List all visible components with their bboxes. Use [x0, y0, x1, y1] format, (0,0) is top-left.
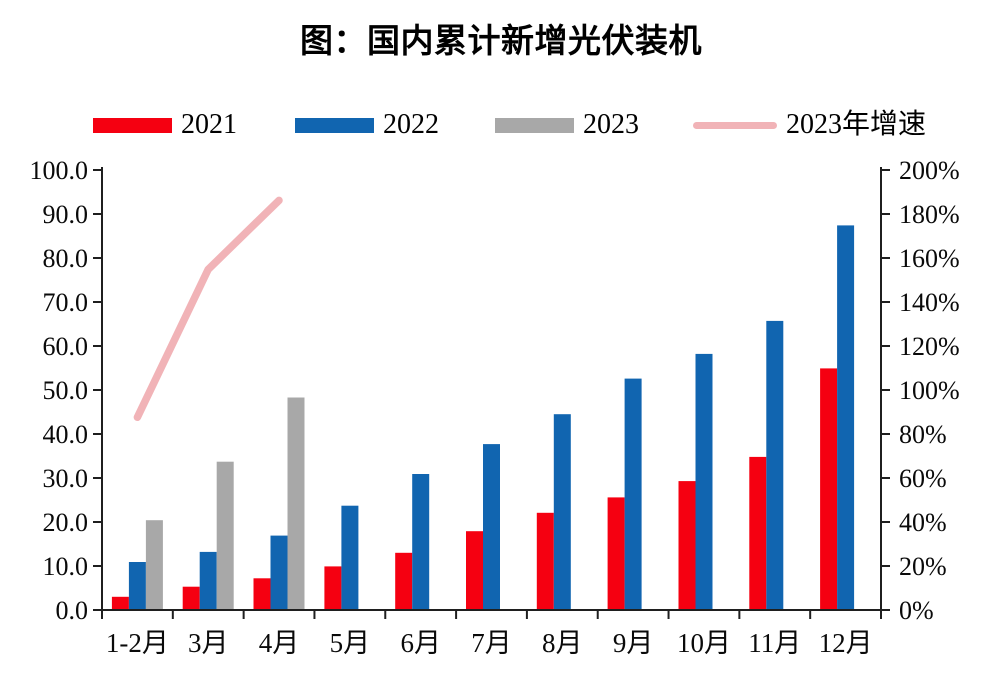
x-tick-label: 12月 — [819, 628, 873, 658]
y-right-tick-label: 160% — [899, 244, 960, 273]
bar-2023-4月 — [287, 397, 305, 610]
legend-label-2021: 2021 — [181, 109, 237, 140]
bar-2021-8月 — [536, 512, 554, 610]
bar-2023-3月 — [216, 461, 234, 610]
bar-2021-9月 — [607, 497, 625, 610]
y-right-tick-label: 140% — [899, 288, 960, 317]
legend-label-2022: 2022 — [383, 109, 439, 140]
y-left-tick-label: 80.0 — [43, 244, 89, 273]
x-tick-label: 11月 — [748, 628, 801, 658]
legend-label-2023: 2023 — [583, 109, 639, 140]
bar-2022-7月 — [483, 444, 500, 610]
x-tick-label: 4月 — [259, 628, 300, 658]
y-left-tick-label: 50.0 — [43, 376, 89, 405]
bar-2022-3月 — [199, 551, 217, 610]
legend-item-2021: 2021 — [93, 109, 237, 141]
y-right-tick-label: 120% — [899, 332, 960, 361]
y-right-tick-label: 0% — [899, 596, 934, 625]
y-left-tick-label: 90.0 — [43, 200, 89, 229]
bar-2021-4月 — [253, 578, 271, 610]
bar-2021-6月 — [395, 552, 413, 610]
y-left-tick-label: 20.0 — [43, 508, 89, 537]
legend: 2021 2022 2023 2023年增速 — [0, 109, 1002, 141]
bar-2021-11月 — [749, 456, 767, 610]
y-left-tick-label: 0.0 — [56, 596, 89, 625]
x-tick-label: 8月 — [542, 628, 583, 658]
legend-item-2022: 2022 — [295, 109, 439, 141]
bar-2022-5月 — [341, 505, 359, 610]
y-left-tick-label: 10.0 — [43, 552, 89, 581]
y-left-tick-label: 60.0 — [43, 332, 89, 361]
legend-item-2023-growth: 2023年增速 — [693, 109, 926, 141]
y-right-tick-label: 80% — [899, 420, 947, 449]
bar-2022-10月 — [695, 353, 713, 610]
growth-rate-line — [133, 196, 283, 422]
bar-2023-1-2月 — [145, 520, 163, 610]
y-left-tick-label: 40.0 — [43, 420, 89, 449]
bar-2022-9月 — [624, 378, 642, 610]
y-right-tick-label: 180% — [899, 200, 960, 229]
x-tick-label: 7月 — [471, 628, 512, 658]
y-left-tick-label: 70.0 — [43, 288, 89, 317]
x-tick-label: 10月 — [677, 628, 731, 658]
bar-2022-11月 — [766, 320, 784, 610]
y-left-tick-label: 100.0 — [30, 156, 89, 185]
y-right-tick-label: 20% — [899, 552, 947, 581]
y-right-tick-label: 60% — [899, 464, 947, 493]
bar-2022-12月 — [837, 225, 855, 610]
legend-swatch-2023 — [495, 117, 574, 133]
bar-2021-1-2月 — [111, 596, 129, 610]
legend-swatch-2021 — [93, 117, 172, 133]
x-tick-label: 1-2月 — [106, 628, 169, 658]
bar-2021-5月 — [324, 566, 342, 610]
x-tick-label: 5月 — [330, 628, 371, 658]
legend-label-2023-growth: 2023年增速 — [786, 109, 927, 140]
bar-2021-12月 — [820, 368, 838, 610]
legend-swatch-2022 — [295, 117, 374, 133]
y-right-tick-label: 200% — [899, 156, 960, 185]
y-right-tick-label: 100% — [899, 376, 960, 405]
bar-2022-8月 — [553, 414, 571, 610]
bar-2021-10月 — [678, 481, 696, 610]
legend-item-2023: 2023 — [495, 109, 639, 141]
bar-2022-1-2月 — [128, 562, 146, 610]
x-tick-label: 3月 — [188, 628, 229, 658]
x-tick-label: 9月 — [613, 628, 654, 658]
bar-2021-3月 — [182, 586, 200, 610]
bar-2022-4月 — [270, 535, 288, 610]
bar-2022-6月 — [412, 474, 430, 610]
x-tick-label: 6月 — [400, 628, 441, 658]
bar-2021-7月 — [466, 531, 483, 610]
y-left-tick-label: 30.0 — [43, 464, 89, 493]
y-right-tick-label: 40% — [899, 508, 947, 537]
chart-title: 图：国内累计新增光伏装机 — [300, 22, 702, 59]
legend-swatch-growth-line — [693, 121, 777, 129]
